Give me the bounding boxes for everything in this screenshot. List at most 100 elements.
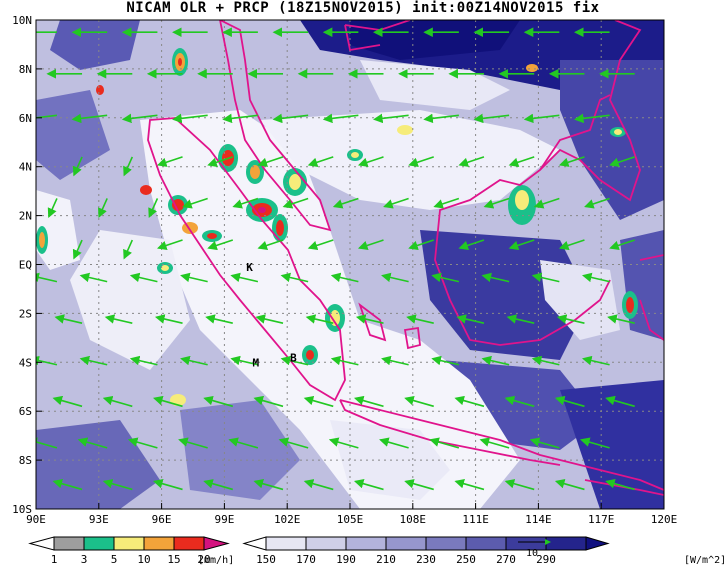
reference-vector: 10	[518, 539, 551, 559]
lon-label: 111E	[462, 513, 489, 526]
olr-colorbar: 150 170 190 210 230 250 270 290 [W/m^2]	[242, 536, 726, 566]
lat-label: 4S	[19, 356, 32, 369]
wind-arrow	[303, 395, 334, 408]
wind-arrow	[123, 156, 134, 177]
wind-arrow	[52, 395, 83, 408]
wind-arrow	[207, 156, 234, 167]
wind-arrow	[280, 272, 309, 283]
wind-arrow	[332, 197, 359, 209]
wind-arrow	[357, 156, 384, 167]
map-title: NICAM OLR + PRCP (18Z15NOV2015) init:00Z…	[126, 0, 600, 16]
reference-vector-label: 10	[526, 548, 538, 559]
prcp-color-cell	[83, 536, 115, 551]
wind-arrow	[54, 314, 83, 324]
wind-arrow	[504, 479, 535, 491]
wind-arrow	[148, 198, 159, 218]
wind-arrow	[508, 239, 535, 251]
wind-arrow	[353, 479, 384, 491]
prcp-tick-label: 20	[197, 553, 210, 566]
wind-arrow	[454, 479, 485, 491]
wind-arrow	[330, 355, 359, 366]
wind-arrow	[157, 239, 183, 251]
wind-arrow	[531, 272, 560, 283]
prcp-color-cell	[143, 536, 175, 551]
olr-color-cell	[265, 536, 307, 551]
prcp-color-cell	[173, 536, 205, 551]
wind-arrow	[72, 239, 83, 260]
wind-arrow	[429, 437, 460, 449]
wind-arrow	[558, 239, 585, 251]
wind-arrow	[307, 156, 334, 167]
wind-arrow	[454, 395, 485, 408]
lon-label: 105E	[337, 513, 364, 526]
olr-tick-label: 250	[456, 553, 476, 566]
lon-label: 108E	[400, 513, 427, 526]
wind-arrow	[381, 272, 409, 283]
wind-arrow	[77, 437, 108, 449]
wind-arrow	[481, 355, 510, 366]
wind-arrow	[36, 355, 58, 366]
wind-arrow	[433, 197, 460, 209]
lat-label: 8S	[19, 454, 32, 467]
wind-arrow	[473, 113, 510, 124]
wind-arrow	[573, 113, 610, 124]
wind-arrow	[72, 156, 83, 177]
wind-arrow	[523, 113, 560, 124]
wind-arrow	[322, 113, 359, 124]
olr-tick-label: 150	[256, 553, 276, 566]
wind-arrow	[222, 113, 258, 124]
wind-arrow	[52, 479, 83, 491]
olr-tick-label: 190	[336, 553, 356, 566]
wind-arrow	[609, 239, 635, 251]
prcp-tick-label: 15	[167, 553, 180, 566]
lon-label: 96E	[152, 513, 172, 526]
wind-arrow	[152, 479, 183, 491]
wind-arrow	[406, 314, 434, 324]
prcp-color-cap	[203, 536, 230, 551]
wind-arrow	[456, 314, 485, 324]
lat-label: 10N	[12, 14, 32, 27]
wind-arrow	[203, 479, 233, 491]
wind-arrow	[303, 479, 334, 491]
lon-label: 117E	[588, 513, 615, 526]
lat-label: 6N	[19, 112, 32, 125]
prcp-unit: [mm/h]	[198, 555, 234, 566]
wind-arrow	[230, 355, 259, 366]
wind-arrow	[280, 355, 309, 366]
wind-arrow	[205, 314, 233, 324]
wind-arrow	[584, 197, 610, 209]
wind-arrow	[556, 314, 585, 324]
wind-arrow	[123, 239, 134, 260]
wind-arrow	[207, 239, 234, 251]
lat-label: 2S	[19, 307, 32, 320]
wind-arrow	[98, 198, 108, 218]
wind-arrow	[383, 197, 409, 209]
wind-arrow	[127, 437, 158, 449]
wind-arrow	[180, 355, 208, 366]
wind-arrow	[431, 272, 460, 283]
wind-arrow	[157, 156, 183, 167]
marker-k: K	[246, 261, 253, 274]
prcp-colorbar: 1 3 5 10 15 20[mm/h]	[28, 536, 234, 566]
lon-label: 120E	[651, 513, 678, 526]
wind-arrow	[36, 272, 58, 283]
wind-arrow	[154, 314, 183, 324]
wind-arrow	[328, 437, 359, 449]
wind-arrow	[355, 314, 384, 324]
wind-arrow	[582, 272, 610, 283]
wind-arrow	[458, 239, 485, 251]
prcp-tick-label: 10	[137, 553, 150, 566]
wind-arrow	[182, 197, 208, 209]
wind-arrow	[330, 272, 359, 283]
wind-arrow	[152, 395, 183, 408]
lat-label: 8N	[19, 63, 32, 76]
latitude-labels: 10N 8N 6N 4N 2N EQ 2S 4S 6S 8S 10S	[12, 14, 42, 516]
wind-arrow	[379, 437, 409, 449]
wind-arrow	[531, 355, 560, 366]
olr-unit: [W/m^2]	[684, 555, 726, 566]
wind-arrow	[79, 272, 108, 283]
longitude-labels: 90E 93E 96E 99E 102E 105E 108E 111E 114E 117E 120E	[26, 503, 677, 526]
olr-color-cell	[465, 536, 507, 551]
wind-arrow	[504, 395, 535, 408]
olr-color-cell	[305, 536, 347, 551]
